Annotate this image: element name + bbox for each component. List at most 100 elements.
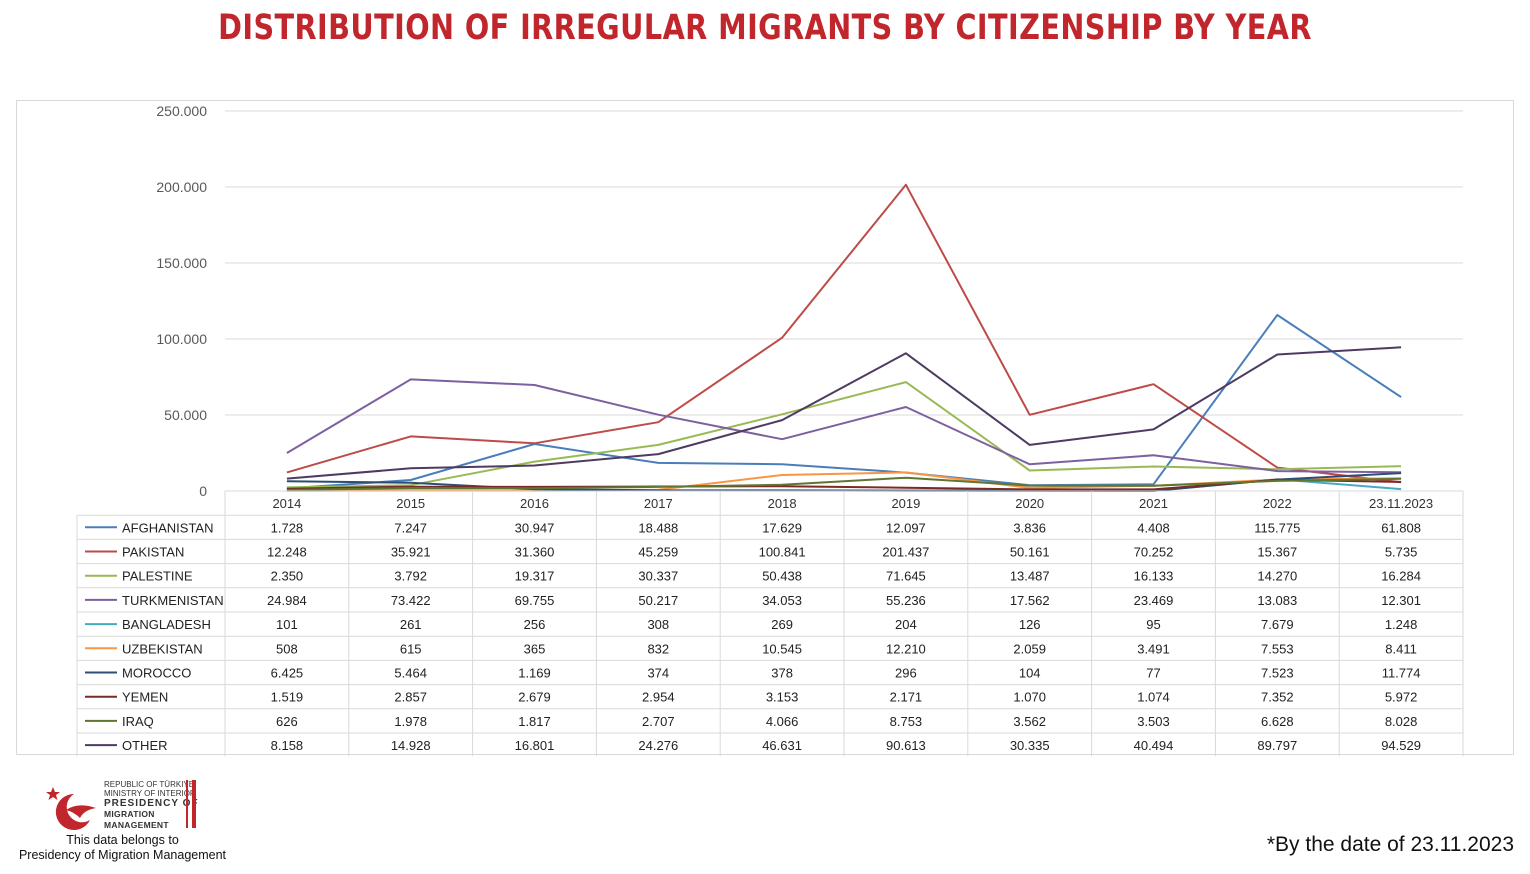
x-tick-label: 23.11.2023 xyxy=(1369,496,1433,511)
data-label: 77 xyxy=(1146,666,1160,681)
data-label: 14.270 xyxy=(1257,569,1297,584)
legend-label-other: OTHER xyxy=(122,738,168,753)
data-label: 12.210 xyxy=(886,641,926,656)
data-label: 6.425 xyxy=(271,666,304,681)
data-label: 34.053 xyxy=(762,593,802,608)
logo-line-4: Migration Management xyxy=(104,809,169,830)
data-label: 30.947 xyxy=(515,520,555,535)
data-label: 201.437 xyxy=(882,545,929,560)
data-label: 2.954 xyxy=(642,690,675,705)
y-tick-label: 250.000 xyxy=(156,103,207,119)
y-tick-label: 100.000 xyxy=(156,331,207,347)
data-label: 8.028 xyxy=(1385,714,1418,729)
chart-frame: 0 50.000 100.000 150.000 200.000 250.000 2014 2… xyxy=(16,100,1514,756)
credit-line-1: This data belongs to xyxy=(66,833,179,847)
legend-label-iraq: IRAQ xyxy=(122,714,154,729)
y-tick-label: 50.000 xyxy=(164,407,207,423)
data-label: 94.529 xyxy=(1381,738,1421,753)
data-label: 2.059 xyxy=(1013,641,1046,656)
logo-bar xyxy=(192,780,196,828)
credit-line-2: Presidency of Migration Management xyxy=(18,848,227,862)
data-label: 6.628 xyxy=(1261,714,1294,729)
data-label: 61.808 xyxy=(1381,520,1421,535)
data-label: 365 xyxy=(524,641,546,656)
series-line-afghanistan xyxy=(286,314,1402,490)
data-credit: This data belongs to Presidency of Migra… xyxy=(10,833,235,863)
data-label: 89.797 xyxy=(1257,738,1297,753)
data-label: 269 xyxy=(771,617,793,632)
data-label: 69.755 xyxy=(515,593,555,608)
data-label: 16.284 xyxy=(1381,569,1421,584)
data-label: 101 xyxy=(276,617,298,632)
data-label: 2.679 xyxy=(518,690,551,705)
legend-label-uzbekistan: UZBEKISTAN xyxy=(122,641,203,656)
data-label: 2.350 xyxy=(271,569,304,584)
data-label: 13.083 xyxy=(1257,593,1297,608)
data-label: 40.494 xyxy=(1134,738,1174,753)
data-label: 4.066 xyxy=(766,714,799,729)
x-tick-label: 2017 xyxy=(644,496,673,511)
data-label: 374 xyxy=(647,666,669,681)
data-label: 7.352 xyxy=(1261,690,1294,705)
data-label: 100.841 xyxy=(759,545,806,560)
legend-label-pakistan: PAKISTAN xyxy=(122,545,184,560)
data-label: 1.248 xyxy=(1385,617,1418,632)
legend-label-yemen: YEMEN xyxy=(122,690,168,705)
data-label: 204 xyxy=(895,617,917,632)
data-label: 615 xyxy=(400,641,422,656)
y-tick-label: 0 xyxy=(199,483,207,499)
data-label: 35.921 xyxy=(391,545,431,560)
data-label: 8.753 xyxy=(890,714,923,729)
legend-label-afghanistan: AFGHANISTAN xyxy=(122,520,214,535)
data-label: 45.259 xyxy=(638,545,678,560)
data-label: 7.679 xyxy=(1261,617,1294,632)
data-label: 71.645 xyxy=(886,569,926,584)
data-label: 261 xyxy=(400,617,422,632)
data-label: 626 xyxy=(276,714,298,729)
data-label: 1.169 xyxy=(518,666,551,681)
data-label: 3.836 xyxy=(1013,520,1046,535)
crescent-star-bird-icon xyxy=(46,787,96,830)
data-label: 17.629 xyxy=(762,520,802,535)
series-line-iraq xyxy=(286,476,1402,491)
legend-label-turkmenistan: TURKMENISTAN xyxy=(122,593,224,608)
data-label: 3.491 xyxy=(1137,641,1170,656)
legend-label-morocco: MOROCCO xyxy=(122,666,191,681)
data-label: 1.074 xyxy=(1137,690,1170,705)
series-line-turkmenistan xyxy=(286,378,1402,474)
data-label: 8.411 xyxy=(1385,641,1417,656)
data-label: 5.464 xyxy=(394,666,427,681)
data-label: 50.161 xyxy=(1010,545,1050,560)
y-tick-label: 200.000 xyxy=(156,179,207,195)
x-tick-label: 2018 xyxy=(768,496,797,511)
ministry-logo: Republic of Türkiye Ministry of Interior… xyxy=(44,778,204,834)
data-label: 24.984 xyxy=(267,593,307,608)
data-label: 832 xyxy=(647,641,669,656)
data-label: 296 xyxy=(895,666,917,681)
data-label: 1.817 xyxy=(518,714,551,729)
data-label: 7.553 xyxy=(1261,641,1294,656)
data-label: 12.097 xyxy=(886,520,926,535)
data-label: 90.613 xyxy=(886,738,926,753)
logo-bar-thin xyxy=(186,780,188,828)
legend-label-bangladesh: BANGLADESH xyxy=(122,617,211,632)
data-label: 23.469 xyxy=(1134,593,1174,608)
data-label: 55.236 xyxy=(886,593,926,608)
x-tick-label: 2019 xyxy=(891,496,920,511)
logo-line-1: Republic of Türkiye xyxy=(104,780,195,789)
data-label: 19.317 xyxy=(515,569,555,584)
data-label: 3.562 xyxy=(1013,714,1046,729)
data-label: 7.523 xyxy=(1261,666,1294,681)
data-label: 24.276 xyxy=(638,738,678,753)
data-label: 5.735 xyxy=(1385,545,1418,560)
line-chart-with-data-table: 0 50.000 100.000 150.000 200.000 250.000 2014 2… xyxy=(76,103,1464,756)
logo-line-3: Presidency of xyxy=(104,798,199,809)
data-label: 50.438 xyxy=(762,569,802,584)
data-label: 4.408 xyxy=(1137,520,1170,535)
x-tick-label: 2015 xyxy=(396,496,425,511)
data-label: 30.335 xyxy=(1010,738,1050,753)
data-label: 16.801 xyxy=(515,738,555,753)
x-tick-label: 2016 xyxy=(520,496,549,511)
data-label: 3.503 xyxy=(1137,714,1170,729)
legend-label-palestine: PALESTINE xyxy=(122,569,193,584)
